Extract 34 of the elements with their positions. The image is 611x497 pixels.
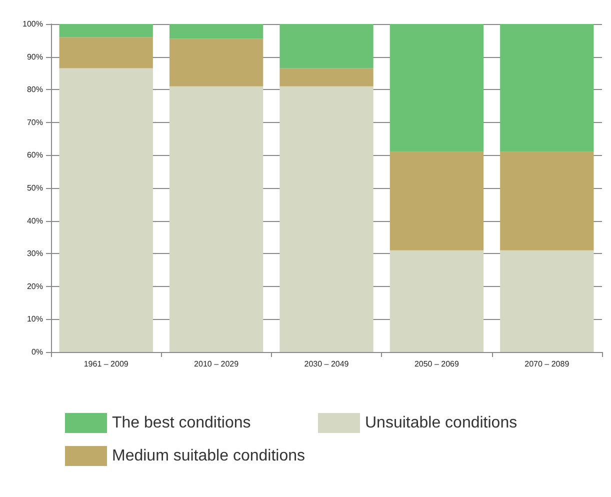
x-tick-label: 2010 – 2029 (194, 360, 240, 368)
bar (59, 37, 153, 68)
y-tick-label: 40% (26, 216, 43, 226)
bar (500, 24, 594, 152)
bar (59, 24, 153, 38)
bar (390, 24, 484, 152)
bar (169, 86, 264, 352)
bar (169, 38, 264, 86)
bar (169, 24, 264, 39)
bar (390, 250, 484, 352)
x-tick-label: 2070 – 2089 (524, 360, 570, 368)
legend-label: Medium suitable conditions (112, 448, 305, 464)
legend-label: The best conditions (112, 414, 251, 432)
y-tick-label: 10% (26, 314, 43, 324)
bar (500, 152, 594, 250)
bar (280, 86, 374, 352)
x-tick-label: 1961 – 2009 (84, 360, 129, 368)
bar (280, 24, 374, 68)
bar (390, 152, 484, 250)
bar (280, 68, 374, 86)
y-tick-label: 0% (31, 348, 43, 356)
y-tick-label: 70% (26, 118, 43, 127)
y-tick-label: 90% (26, 52, 43, 62)
y-tick-label: 50% (26, 184, 43, 192)
bar (59, 68, 153, 352)
y-tick-label: 80% (26, 85, 43, 94)
x-tick-label: 2050 – 2069 (414, 360, 460, 368)
y-tick-label: 60% (26, 150, 43, 160)
y-tick-label: 20% (26, 282, 43, 291)
y-tick-label: 100% (22, 20, 43, 28)
x-tick-label: 2030 – 2049 (304, 360, 350, 368)
y-tick-label: 30% (26, 249, 43, 258)
legend-label: Unsuitable conditions (364, 414, 518, 432)
bar (500, 250, 594, 352)
